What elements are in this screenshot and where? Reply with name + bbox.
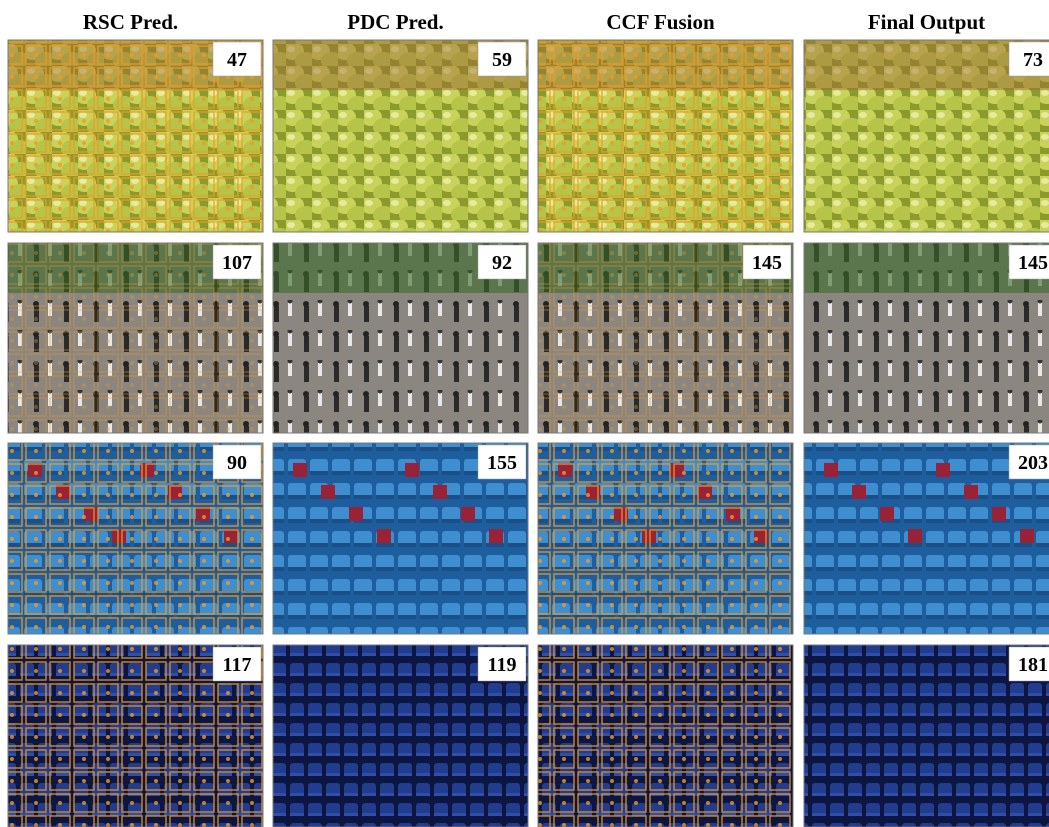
figure: RSC Pred. PDC Pred. CCF Fusion Final Output… bbox=[0, 0, 1049, 827]
count-label: 117 bbox=[223, 654, 252, 676]
column-header: Final Output bbox=[868, 10, 985, 34]
red-seat bbox=[489, 529, 503, 543]
count-label: 92 bbox=[492, 252, 512, 274]
red-seat bbox=[461, 507, 475, 521]
red-seat bbox=[824, 463, 838, 477]
count-label: 145 bbox=[1018, 252, 1048, 274]
red-seat bbox=[1020, 529, 1034, 543]
count-label: 203 bbox=[1018, 452, 1048, 474]
red-seat bbox=[964, 485, 978, 499]
red-seat bbox=[852, 485, 866, 499]
count-label: 145 bbox=[752, 252, 782, 274]
red-seat bbox=[880, 507, 894, 521]
column-header: PDC Pred. bbox=[347, 10, 443, 34]
red-seat bbox=[405, 463, 419, 477]
detection-boxes bbox=[538, 443, 793, 634]
red-seat bbox=[908, 529, 922, 543]
red-seat bbox=[377, 529, 391, 543]
count-label: 119 bbox=[488, 654, 517, 676]
red-seat bbox=[321, 485, 335, 499]
count-label: 47 bbox=[227, 49, 247, 71]
column-header: CCF Fusion bbox=[606, 10, 715, 34]
red-seat bbox=[992, 507, 1006, 521]
red-seat bbox=[433, 485, 447, 499]
count-label: 73 bbox=[1023, 49, 1043, 71]
count-label: 155 bbox=[487, 452, 517, 474]
count-label: 107 bbox=[222, 252, 252, 274]
column-header: RSC Pred. bbox=[83, 10, 178, 34]
count-label: 90 bbox=[227, 452, 247, 474]
detection-boxes bbox=[538, 645, 793, 827]
detection-boxes bbox=[538, 40, 793, 232]
count-label: 181 bbox=[1018, 654, 1048, 676]
page: {"columns": ["RSC Pred.", "PDC Pred.", "… bbox=[0, 0, 1049, 827]
red-seat bbox=[293, 463, 307, 477]
red-seat bbox=[936, 463, 950, 477]
count-label: 59 bbox=[492, 49, 512, 71]
red-seat bbox=[349, 507, 363, 521]
